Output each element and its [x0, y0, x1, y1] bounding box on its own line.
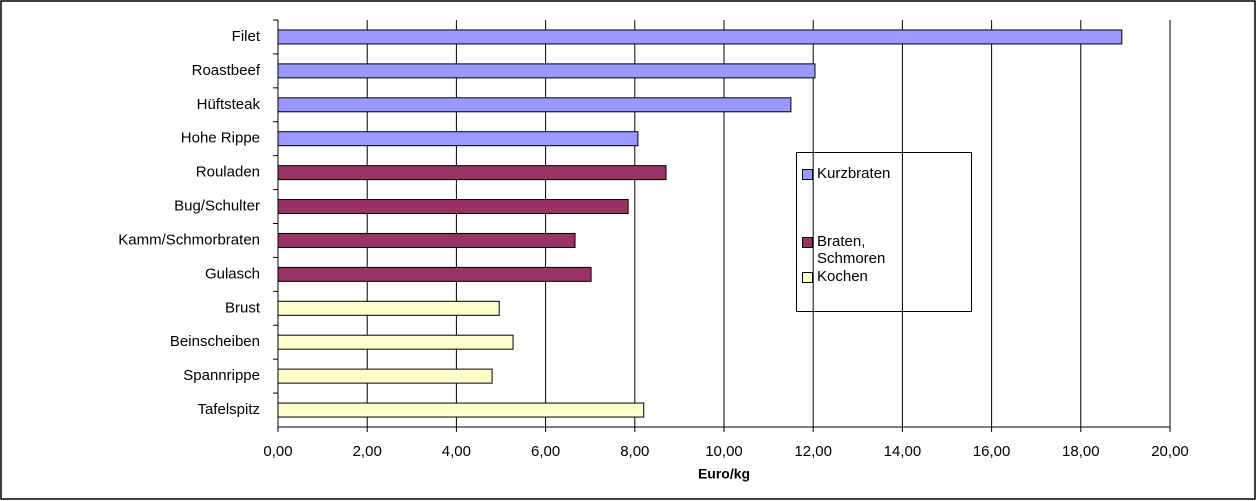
legend-label: Kochen	[817, 268, 868, 285]
bar	[277, 300, 500, 316]
bar	[277, 97, 792, 113]
y-tick-label: Tafelspitz	[197, 401, 260, 418]
legend-swatch	[802, 237, 813, 248]
x-axis-title: Euro/kg	[698, 466, 750, 482]
x-tick-label: 6,00	[531, 443, 560, 460]
bar	[277, 334, 514, 350]
legend-entry: Kurzbraten	[802, 165, 957, 182]
x-tick-label: 14,00	[884, 443, 922, 460]
legend-swatch	[802, 169, 813, 180]
y-tick-label: Roastbeef	[192, 62, 261, 79]
bar	[277, 63, 816, 79]
y-tick-label: Spannrippe	[183, 367, 260, 384]
x-tick-label: 8,00	[620, 443, 649, 460]
legend-swatch	[802, 272, 813, 283]
x-tick-label: 18,00	[1062, 443, 1100, 460]
bar	[277, 199, 629, 215]
y-tick-label: Bug/Schulter	[174, 198, 260, 215]
y-tick-label: Hüftsteak	[197, 96, 261, 113]
y-tick-label: Rouladen	[196, 164, 260, 181]
bar	[277, 402, 645, 418]
bar	[277, 368, 493, 384]
bar	[277, 266, 592, 282]
y-tick-label: Gulasch	[205, 265, 260, 282]
bar	[277, 165, 667, 181]
legend-entry: Kochen	[802, 268, 957, 285]
bar	[277, 131, 639, 147]
x-tick-label: 0,00	[263, 443, 292, 460]
legend-label: Kurzbraten	[817, 165, 891, 182]
legend: Kurzbraten Braten, Schmoren Kochen	[796, 152, 972, 312]
x-tick-label: 10,00	[705, 443, 743, 460]
x-tick-label: 4,00	[442, 443, 471, 460]
y-tick-label: Filet	[232, 28, 261, 45]
x-tick-label: 20,00	[1151, 443, 1189, 460]
x-tick-label: 2,00	[353, 443, 382, 460]
bar	[277, 232, 576, 248]
y-tick-label: Hohe Rippe	[181, 130, 260, 147]
bar	[277, 29, 1123, 45]
y-tick-label: Kamm/Schmorbraten	[118, 231, 260, 248]
y-tick-label: Brust	[225, 299, 261, 316]
legend-entry: Braten, Schmoren	[802, 233, 917, 267]
x-tick-label: 16,00	[973, 443, 1011, 460]
x-tick-label: 12,00	[794, 443, 832, 460]
y-tick-label: Beinscheiben	[170, 333, 260, 350]
legend-label: Braten, Schmoren	[817, 233, 886, 267]
